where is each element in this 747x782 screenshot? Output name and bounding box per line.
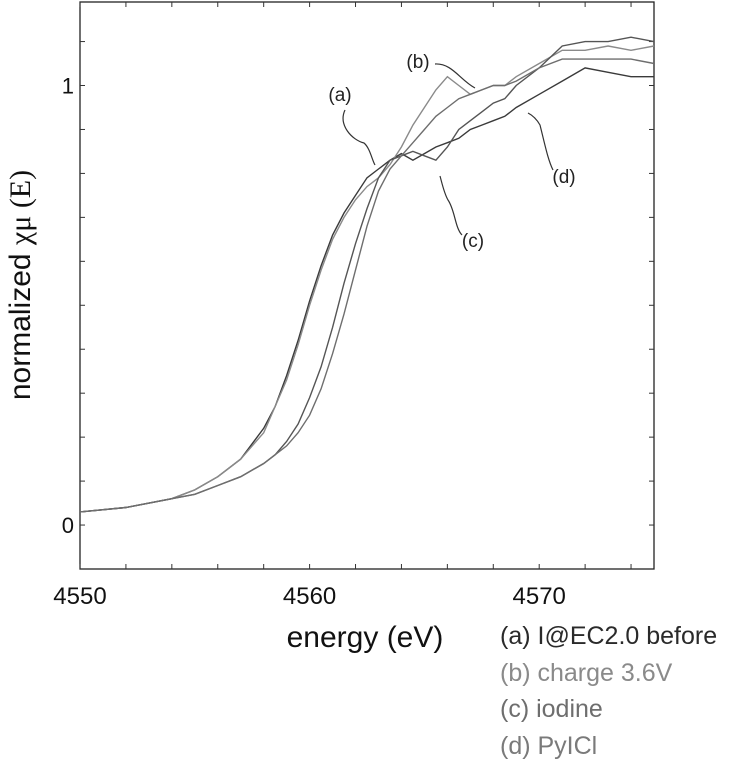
series-line-a <box>80 68 654 512</box>
x-tick-label: 4570 <box>513 583 566 610</box>
legend-item-d: (d) PyICl <box>500 728 717 765</box>
axis-ticks <box>80 2 654 569</box>
y-axis-label: normalized χμ (E) <box>4 170 37 400</box>
y-axis-label-symbol: χμ (E) <box>4 170 37 246</box>
legend: (a) I@EC2.0 before (b) charge 3.6V (c) i… <box>500 618 717 764</box>
curve-label-a: (a) <box>328 85 351 106</box>
series-line-b <box>80 46 654 512</box>
curve-labels: (a) (b) (c) (d) <box>328 52 575 252</box>
curve-label-d: (d) <box>552 167 575 188</box>
series-lines <box>80 37 654 512</box>
tick-labels: 4550 4560 4570 0 1 <box>53 74 566 610</box>
plot-frame <box>80 2 654 569</box>
x-tick-label: 4560 <box>283 583 336 610</box>
y-tick-label: 1 <box>62 74 74 99</box>
curve-label-leader <box>528 113 553 170</box>
curve-label-leader <box>440 176 462 235</box>
curve-label-b: (b) <box>406 52 429 73</box>
y-axis-label-text: normalized <box>4 245 37 400</box>
curve-label-leader <box>343 110 375 165</box>
curve-label-c: (c) <box>462 231 484 252</box>
legend-item-a: (a) I@EC2.0 before <box>500 618 717 655</box>
legend-item-c: (c) iodine <box>500 691 717 728</box>
x-axis-label: energy (eV) <box>287 621 444 654</box>
x-tick-label: 4550 <box>53 583 106 610</box>
y-tick-label: 0 <box>62 513 74 538</box>
series-line-d <box>80 59 654 512</box>
legend-item-b: (b) charge 3.6V <box>500 655 717 692</box>
series-line-c <box>80 37 654 512</box>
